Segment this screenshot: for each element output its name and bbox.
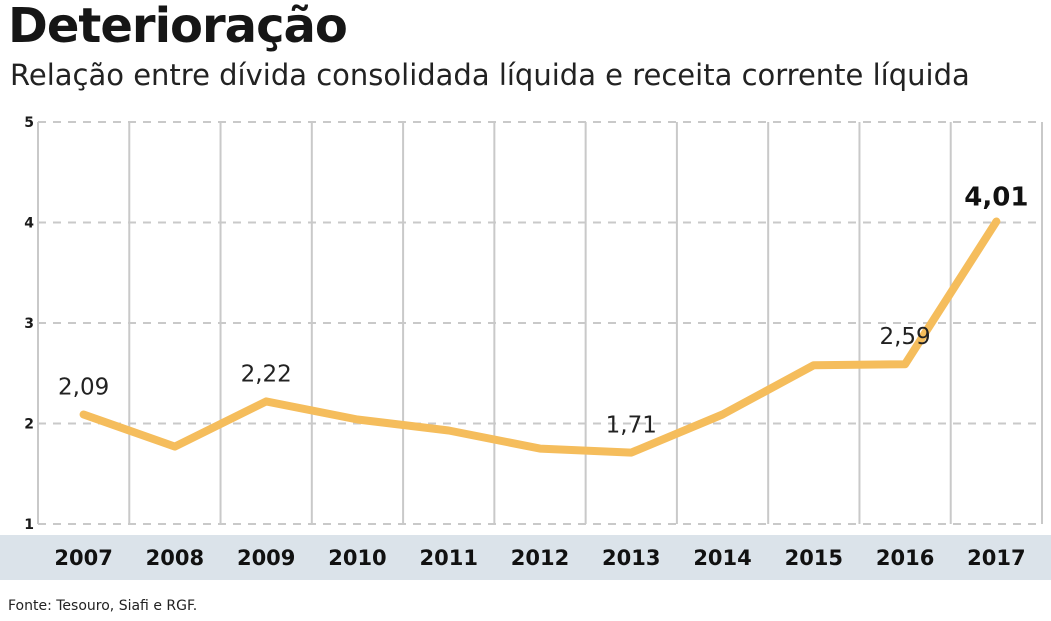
x-tick-label: 2012 (511, 546, 569, 570)
series-line (79, 217, 1001, 457)
x-tick-label: 2013 (602, 546, 660, 570)
x-tick-label: 2009 (237, 546, 295, 570)
source-note: Fonte: Tesouro, Siafi e RGF. (8, 598, 198, 614)
x-tick-label: 2010 (328, 546, 386, 570)
x-tick-label: 2015 (785, 546, 843, 570)
x-axis-ticks: 2007 2008 2009 2010 2011 2012 2013 2014 2015 2016… (54, 546, 1025, 570)
y-tick-label: 1 (24, 517, 34, 533)
x-tick-label: 2011 (420, 546, 478, 570)
data-label: 2,22 (241, 361, 292, 387)
data-label: 2,09 (58, 374, 109, 400)
y-tick-label: 2 (24, 417, 34, 433)
y-tick-label: 3 (24, 316, 34, 332)
grid-lines (37, 121, 1043, 525)
x-tick-label: 2007 (54, 546, 112, 570)
chart-title: Deterioração (8, 0, 348, 54)
x-axis-band (0, 535, 1051, 580)
x-tick-label: 2008 (146, 546, 204, 570)
data-labels: 2,09 2,22 1,71 2,59 4,01 (58, 182, 1028, 438)
y-tick-label: 4 (24, 216, 34, 232)
data-label: 2,59 (879, 324, 930, 350)
data-label: 1,71 (606, 413, 657, 439)
x-tick-label: 2014 (693, 546, 751, 570)
x-tick-label: 2017 (967, 546, 1025, 570)
x-tick-label: 2016 (876, 546, 934, 570)
y-tick-label: 5 (24, 115, 34, 131)
data-label: 4,01 (964, 182, 1028, 212)
chart-subtitle: Relação entre dívida consolidada líquida… (10, 58, 970, 92)
y-axis-ticks: 1 2 3 4 5 (24, 115, 34, 533)
